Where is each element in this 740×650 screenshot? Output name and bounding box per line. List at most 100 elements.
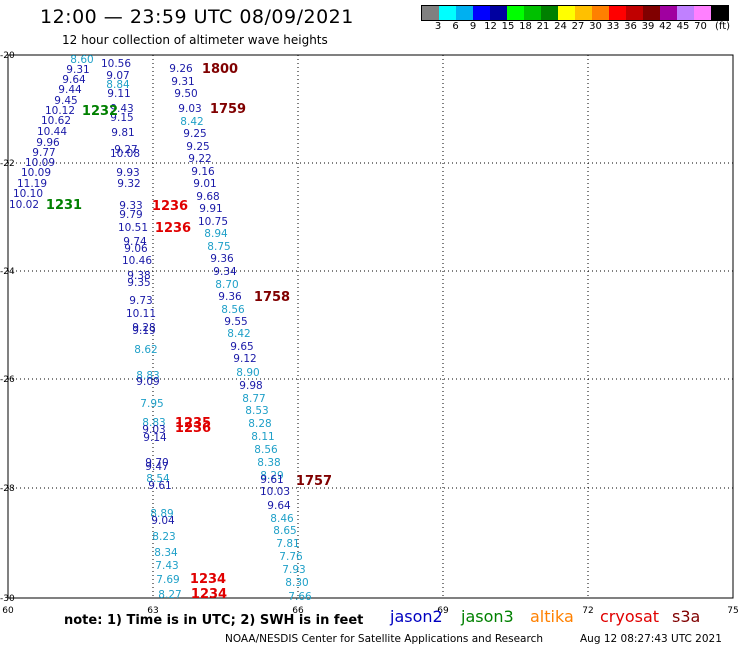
wave-height-value: 8.70 <box>215 279 238 291</box>
wave-height-value: 10.03 <box>260 486 290 498</box>
wave-height-value: 9.70 <box>145 457 168 469</box>
wave-height-value: 9.34 <box>213 266 237 278</box>
wave-height-value: 8.77 <box>242 393 265 405</box>
lat-tick-label: -26 <box>0 375 15 385</box>
legend-label: 9 <box>469 21 477 32</box>
wave-height-value: 8.29 <box>260 470 283 482</box>
wave-height-value: 9.36 <box>210 253 234 265</box>
wave-height-value: 10.09 <box>21 167 51 179</box>
wave-height-value: 10.08 <box>110 148 140 160</box>
time-label: 1757 <box>296 474 332 489</box>
wave-height-value: 9.45 <box>54 95 77 107</box>
legend-label: 3 <box>434 21 442 32</box>
legend-swatch <box>643 6 660 20</box>
legend-label: 70 <box>694 21 707 32</box>
wave-height-value: 9.81 <box>111 127 134 139</box>
wave-height-value: 9.03 <box>178 103 201 115</box>
wave-height-value: 9.07 <box>106 70 129 82</box>
wave-height-value: 9.50 <box>174 88 197 100</box>
legend-label: 33 <box>606 21 620 32</box>
wave-height-value: 9.55 <box>224 316 247 328</box>
lon-tick-label: 72 <box>582 606 593 616</box>
lon-tick-label: 60 <box>2 606 14 616</box>
wave-height-value: 9.36 <box>218 291 242 303</box>
legend-label: 15 <box>501 21 515 32</box>
time-label: 1236 <box>152 199 188 214</box>
legend-swatch <box>439 6 456 20</box>
wave-height-value: 9.06 <box>124 243 148 255</box>
wave-height-value: 9.91 <box>199 203 222 215</box>
wave-height-value: 8.42 <box>227 328 250 340</box>
legend-swatch <box>694 6 711 20</box>
time-label: 1234 <box>190 572 226 587</box>
generation-timestamp: Aug 12 08:27:43 UTC 2021 <box>580 633 722 645</box>
legend-swatch <box>626 6 643 20</box>
wave-height-value: 8.11 <box>251 431 274 443</box>
wave-height-value: 8.83 <box>136 370 159 382</box>
legend-swatch <box>609 6 626 20</box>
color-legend-labels: 3 6 9 12 15 18 21 24 27 30 33 36 39 42 45 70 (ft) <box>421 21 740 35</box>
wave-height-value: 9.14 <box>143 432 167 444</box>
legend-swatch <box>456 6 473 20</box>
credit-line: NOAA/NESDIS Center for Satellite Applica… <box>225 633 543 645</box>
wave-height-value: 9.98 <box>239 380 262 392</box>
wave-height-value: 10.62 <box>41 115 71 127</box>
wave-height-value: 9.96 <box>36 137 60 149</box>
wave-height-value: 8.90 <box>236 367 259 379</box>
wave-height-value: 8.89 <box>150 508 173 520</box>
lat-tick-label: -28 <box>0 484 15 494</box>
legend-label: 12 <box>484 21 497 32</box>
legend-swatch <box>473 6 490 20</box>
wave-height-value: 9.04 <box>151 515 175 527</box>
wave-height-value: 9.33 <box>119 200 142 212</box>
lon-tick-label: 63 <box>147 606 158 616</box>
legend-label: 36 <box>624 21 637 32</box>
wave-height-value: 9.22 <box>188 153 211 165</box>
time-label: 1759 <box>210 102 246 117</box>
wave-height-value: 9.44 <box>58 84 82 96</box>
legend-label: 24 <box>554 21 567 32</box>
lat-tick-label: -30 <box>0 594 15 604</box>
time-label: 1236 <box>175 421 211 436</box>
legend-label: 18 <box>519 21 532 32</box>
wave-height-value: 10.09 <box>25 157 55 169</box>
time-label: 1800 <box>202 62 238 77</box>
wave-height-value: 8.53 <box>245 405 268 417</box>
color-legend <box>421 5 729 21</box>
wave-height-value: 8.62 <box>134 344 157 356</box>
wave-height-value: 9.28 <box>132 322 155 334</box>
wave-height-value: 9.03 <box>142 424 165 436</box>
wave-height-value: 10.02 <box>9 199 39 211</box>
wave-height-value: 8.56 <box>221 304 245 316</box>
legend-label: 39 <box>641 21 655 32</box>
satellite-name-altika: altika <box>530 607 574 626</box>
wave-height-value: 9.09 <box>136 376 159 388</box>
wave-height-value: 8.83 <box>142 417 165 429</box>
legend-label: (ft) <box>714 21 731 32</box>
wave-height-value: 7.76 <box>279 551 303 563</box>
wave-height-value: 9.01 <box>193 178 216 190</box>
wave-height-value: 9.61 <box>148 480 171 492</box>
wave-height-value: 10.51 <box>118 222 148 234</box>
wave-height-value: 10.46 <box>122 255 152 267</box>
wave-height-value: 7.69 <box>156 574 179 586</box>
wave-height-value: 8.23 <box>152 531 175 543</box>
footer-note: note: 1) Time is in UTC; 2) SWH is in fe… <box>64 613 364 628</box>
time-label: 1234 <box>191 587 227 602</box>
lon-tick-label: 75 <box>727 606 738 616</box>
wave-height-value: 9.25 <box>186 141 209 153</box>
legend-swatch <box>422 6 439 20</box>
wave-height-value: 9.31 <box>171 76 194 88</box>
lat-tick-label: -20 <box>0 51 15 61</box>
time-label: 1235 <box>175 416 211 431</box>
page-subtitle: 12 hour collection of altimeter wave hei… <box>62 33 328 47</box>
wave-height-value: 7.66 <box>288 591 312 603</box>
lon-tick-label: 66 <box>292 606 304 616</box>
legend-swatch <box>711 6 728 20</box>
lon-tick-label: 69 <box>437 606 449 616</box>
wave-height-value: 9.61 <box>260 474 283 486</box>
lat-tick-label: -22 <box>0 159 15 169</box>
wave-height-value: 9.19 <box>132 325 155 337</box>
